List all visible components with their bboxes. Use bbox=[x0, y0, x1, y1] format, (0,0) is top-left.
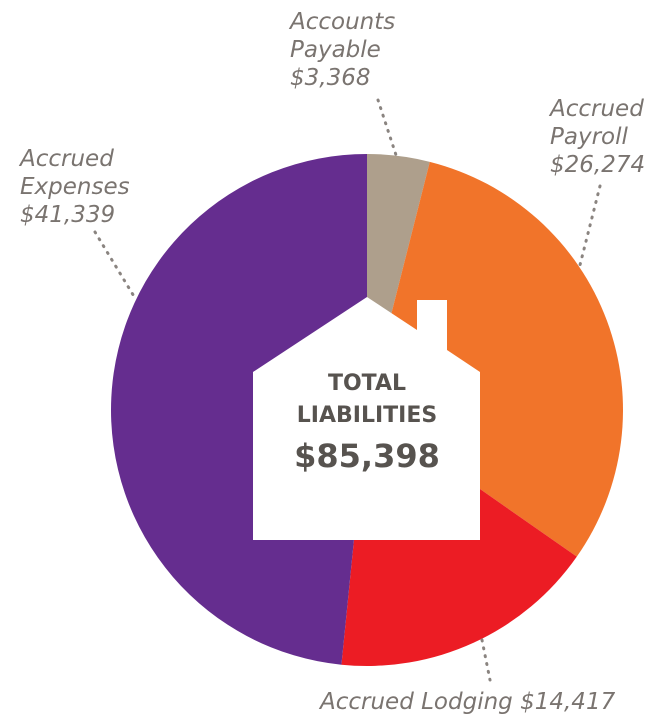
center-title: TOTAL LIABILITIES bbox=[296, 371, 438, 428]
leader-line bbox=[480, 638, 492, 682]
category-label: Accrued Lodging bbox=[320, 689, 513, 715]
slice-label: Accrued Payroll $26,274 bbox=[550, 95, 665, 179]
value-label: $3,368 bbox=[290, 65, 371, 91]
category-label: Accrued Expenses bbox=[20, 146, 130, 200]
leader-line bbox=[93, 230, 137, 300]
slice bbox=[367, 161, 623, 557]
value-label: $26,274 bbox=[550, 152, 646, 178]
house bbox=[253, 297, 480, 540]
category-label: Accounts Payable bbox=[290, 9, 396, 63]
value-label: $14,417 bbox=[520, 689, 616, 715]
slice-label: Accounts Payable $3,368 bbox=[290, 8, 430, 92]
leader-line bbox=[578, 184, 602, 267]
leader-line bbox=[376, 98, 398, 157]
category-label: Accrued Payroll bbox=[550, 96, 644, 150]
leader-lines bbox=[93, 98, 602, 682]
center-label: TOTAL LIABILITIES $85,398 bbox=[265, 368, 469, 480]
center-value: $85,398 bbox=[294, 437, 440, 475]
value-label: $41,339 bbox=[20, 202, 116, 228]
slice-label: Accrued Lodging $14,417 bbox=[320, 688, 665, 716]
slice-label: Accrued Expenses $41,339 bbox=[20, 145, 150, 229]
